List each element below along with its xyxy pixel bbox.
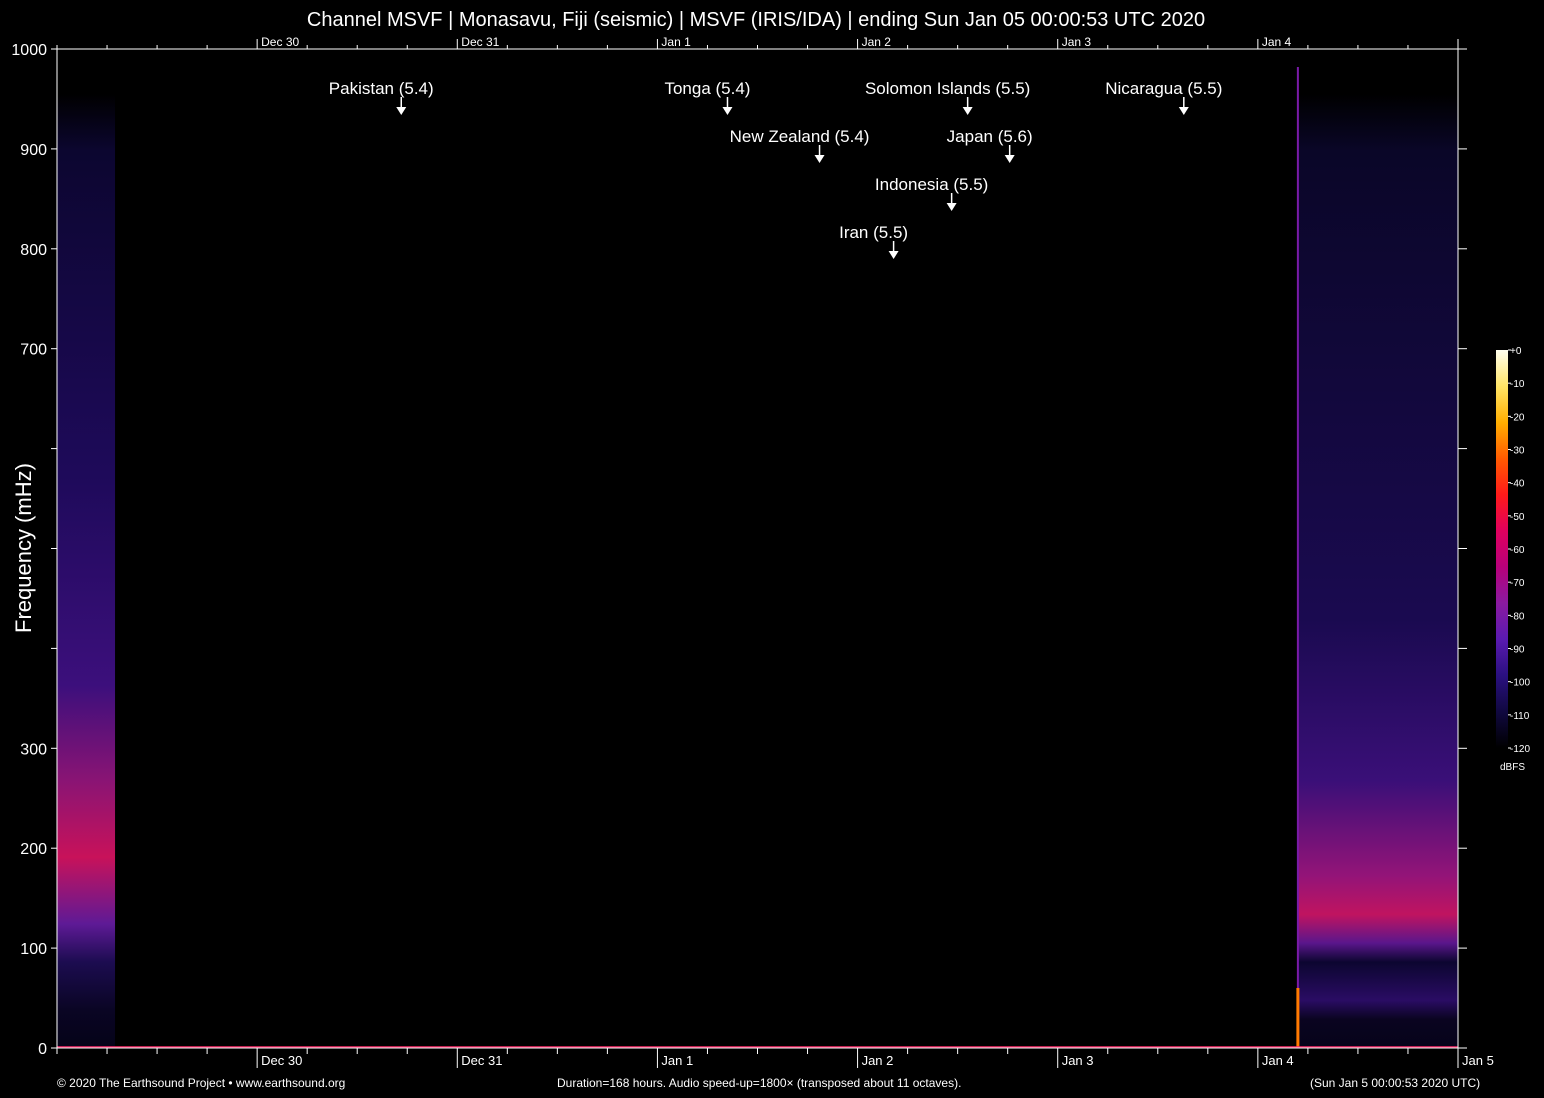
event-arrow-head	[962, 107, 973, 115]
colorbar: +0 -10 -20 -30 -40 -50 -60 -70 -80 -90 -100 -110 -12…	[1496, 346, 1530, 755]
event-label: Nicaragua (5.5)	[1105, 79, 1222, 98]
chart-title: Channel MSVF | Monasavu, Fiji (seismic) …	[306, 9, 1206, 31]
event-arrow-head	[1178, 107, 1189, 115]
x-tick-label: Jan 3	[1062, 1053, 1094, 1068]
colorbar-tick-label: -40	[1510, 479, 1525, 490]
colorbar-tick-label: -30	[1510, 446, 1525, 457]
event-arrow-head	[888, 251, 899, 259]
data-segment	[57, 94, 116, 1048]
event-label: New Zealand (5.4)	[730, 127, 870, 146]
colorbar-tick-label: -20	[1510, 412, 1525, 423]
x-tick-label-top: Jan 1	[661, 35, 691, 49]
colorbar-gradient	[1496, 350, 1508, 748]
event-label: Tonga (5.4)	[664, 79, 750, 98]
y-axis-ticks: 0 100 200 300 700 800 900 1000	[11, 42, 1467, 1058]
footer-copyright: © 2020 The Earthsound Project • www.eart…	[57, 1076, 346, 1090]
event-annotation: Tonga (5.4)	[664, 79, 750, 115]
event-arrow-head	[946, 203, 957, 211]
footer-timestamp: (Sun Jan 5 00:00:53 2020 UTC)	[1310, 1076, 1481, 1090]
colorbar-tick-label: -100	[1510, 678, 1530, 689]
y-tick-label: 800	[20, 242, 47, 259]
event-arrow-head	[722, 107, 733, 115]
colorbar-tick-label: -50	[1510, 512, 1525, 523]
x-tick-label: Jan 1	[661, 1053, 693, 1068]
y-tick-label: 1000	[11, 42, 47, 59]
y-tick-label: 700	[20, 342, 47, 359]
x-tick-label-top: Jan 2	[862, 35, 892, 49]
x-axis-ticks: Dec 30 Dec 30 Dec 31 Dec 31 Jan 1 Jan 1 Jan 2 J…	[56, 35, 1494, 1068]
x-tick-label-top: Jan 4	[1262, 35, 1292, 49]
x-tick-label: Jan 4	[1262, 1053, 1294, 1068]
event-annotation: Pakistan (5.4)	[329, 79, 434, 115]
colorbar-tick-label: -90	[1510, 645, 1525, 656]
event-label: Iran (5.5)	[839, 223, 908, 242]
event-label: Pakistan (5.4)	[329, 79, 434, 98]
y-tick-label: 100	[20, 941, 47, 958]
event-arrow-head	[814, 155, 825, 163]
y-tick-label: 900	[20, 142, 47, 159]
event-annotation: Iran (5.5)	[839, 223, 908, 259]
x-tick-label: Dec 30	[261, 1053, 302, 1068]
event-annotations: Pakistan (5.4) Solomon Islands (5.5) Nicar…	[329, 79, 1222, 259]
colorbar-tick-label: -10	[1510, 379, 1525, 390]
y-tick-label: 200	[20, 841, 47, 858]
footer-duration: Duration=168 hours. Audio speed-up=1800×…	[557, 1076, 962, 1090]
x-tick-label-top: Dec 31	[461, 35, 499, 49]
x-tick-label: Jan 5	[1462, 1053, 1494, 1068]
x-tick-label-top: Dec 30	[261, 35, 299, 49]
x-tick-label: Jan 2	[862, 1053, 894, 1068]
x-tick-label: Dec 31	[461, 1053, 502, 1068]
event-annotation: Solomon Islands (5.5)	[865, 79, 1030, 115]
event-annotation: Indonesia (5.5)	[875, 175, 988, 211]
colorbar-tick-label: -110	[1510, 711, 1530, 722]
y-tick-label: 0	[38, 1041, 47, 1058]
colorbar-tick-label: +0	[1510, 346, 1522, 357]
event-label: Japan (5.6)	[947, 127, 1033, 146]
event-annotation: Japan (5.6)	[947, 127, 1033, 163]
event-arrow-head	[396, 107, 407, 115]
plot-frame	[56, 48, 1459, 1049]
x-tick-label-top: Jan 3	[1062, 35, 1092, 49]
colorbar-unit: dBFS	[1500, 762, 1526, 773]
colorbar-tick-label: -80	[1510, 611, 1525, 622]
y-axis-label: Frequency (mHz)	[11, 463, 36, 633]
colorbar-tick-label: -120	[1510, 744, 1530, 755]
event-annotation: Nicaragua (5.5)	[1105, 79, 1222, 115]
y-tick-label: 300	[20, 741, 47, 758]
data-segment	[1297, 94, 1458, 1048]
colorbar-tick-label: -60	[1510, 545, 1525, 556]
event-label: Indonesia (5.5)	[875, 175, 988, 194]
colorbar-tick-label: -70	[1510, 578, 1525, 589]
event-annotation: New Zealand (5.4)	[730, 127, 870, 163]
event-label: Solomon Islands (5.5)	[865, 79, 1030, 98]
spectrogram-data-segments	[57, 67, 1458, 1048]
event-arrow-head	[1004, 155, 1015, 163]
